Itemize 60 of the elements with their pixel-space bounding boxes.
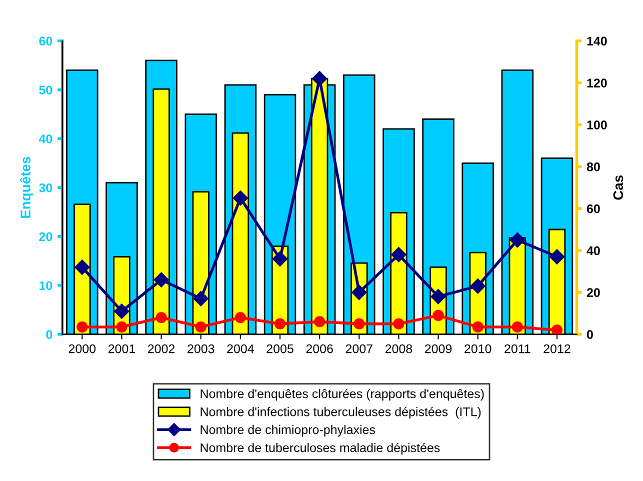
point <box>512 321 523 333</box>
point <box>510 232 525 248</box>
x-tick-label: 2002 <box>148 344 175 354</box>
y-tick-label: 60 <box>39 36 52 46</box>
point <box>391 247 406 262</box>
y-tick-label: 0 <box>46 330 52 339</box>
point <box>116 321 128 333</box>
y2-tick-label: 60 <box>586 204 600 214</box>
point <box>312 71 328 86</box>
y2-tick-label: 140 <box>587 36 607 46</box>
point <box>472 321 484 333</box>
y2-tick-label: 100 <box>587 120 607 130</box>
y2-tick-label: 20 <box>586 288 600 298</box>
point <box>156 312 167 324</box>
x-tick-label: 2012 <box>544 344 570 354</box>
point <box>74 260 90 275</box>
point <box>551 324 563 334</box>
point <box>274 318 286 330</box>
point <box>430 289 446 304</box>
point <box>549 249 565 264</box>
y2-tick-label: 80 <box>586 162 600 172</box>
x-tick-label: 2003 <box>188 344 214 354</box>
legend-label: Nombre de tuberculoses maladie dépistées <box>200 442 440 455</box>
x-tick-label: 2000 <box>68 344 96 354</box>
x-tick-label: 2006 <box>306 344 333 354</box>
y-tick-label: 10 <box>40 281 52 290</box>
x-tick-label: 2001 <box>108 344 136 354</box>
point <box>393 318 404 330</box>
legend-label: Nombre de chimiopro-phylaxies <box>200 424 376 437</box>
point <box>193 291 208 306</box>
x-tick-label: 2011 <box>504 344 530 354</box>
y2-tick-label: 120 <box>587 78 607 88</box>
point <box>195 321 206 333</box>
y2-tick-label: 0 <box>586 330 593 339</box>
y-axis-title: Enquêtes <box>20 156 34 218</box>
x-tick-label: 2008 <box>385 344 412 354</box>
x-tick-label: 2007 <box>346 344 372 354</box>
x-tick-label: 2010 <box>464 344 492 354</box>
point <box>354 318 365 330</box>
y2-tick-label: 40 <box>586 246 600 256</box>
legend-label: Nombre d'infections tuberculeuses dépistées (ITL) <box>200 406 481 419</box>
x-tick-label: 2004 <box>227 344 254 354</box>
y-tick-label: 20 <box>39 232 52 242</box>
point <box>272 251 288 266</box>
y2-axis-title: Cas <box>613 175 624 200</box>
point <box>232 190 248 206</box>
point <box>432 310 444 321</box>
y-tick-label: 40 <box>38 134 52 144</box>
legend-label: Nombre d'enquêtes clôturées (rapports d'enquêtes) <box>200 388 484 401</box>
point <box>76 321 88 333</box>
point <box>154 272 169 288</box>
point <box>352 284 367 300</box>
y-tick-label: 50 <box>39 86 52 94</box>
x-tick-label: 2005 <box>266 344 294 354</box>
point <box>114 304 130 319</box>
x-tick-label: 2009 <box>425 344 452 354</box>
y-tick-label: 30 <box>39 183 52 192</box>
point <box>314 316 326 328</box>
point <box>470 278 486 294</box>
point <box>234 312 246 324</box>
